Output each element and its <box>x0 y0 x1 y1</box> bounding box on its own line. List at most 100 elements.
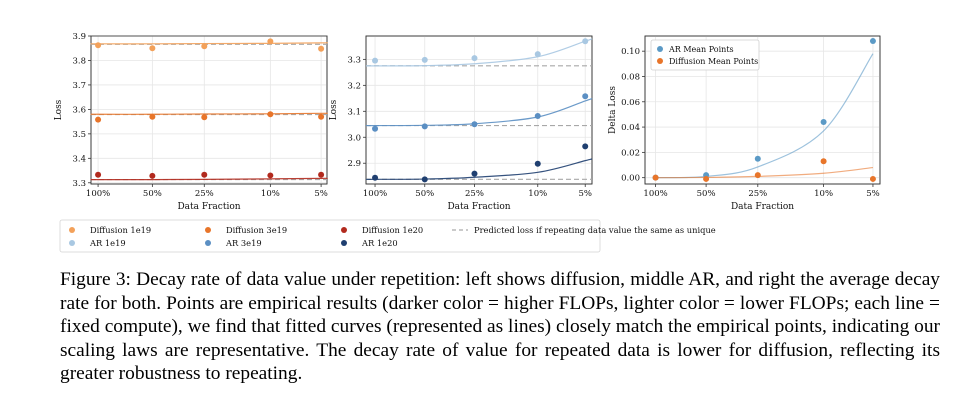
y-tick-label: 3.2 <box>347 81 361 91</box>
y-tick-label: 3.9 <box>72 32 86 42</box>
y-tick-label: 0.08 <box>621 72 640 82</box>
legend-frame <box>59 219 601 253</box>
fit-curve-diffusion-1e20 <box>90 177 328 181</box>
legend-label: Diffusion 1e19 <box>90 225 151 235</box>
data-point <box>149 45 156 52</box>
legend-label: AR 1e20 <box>361 238 398 248</box>
legend-box <box>650 39 760 71</box>
x-tick-label: 25% <box>748 189 767 199</box>
y-tick-label: 3.0 <box>347 133 361 143</box>
y-axis-label: Loss <box>329 99 339 120</box>
data-point <box>201 114 208 121</box>
data-point <box>149 113 156 120</box>
legend-label: Diffusion Mean Points <box>669 57 758 66</box>
x-tick-label: 25% <box>465 189 484 199</box>
data-point <box>471 55 478 62</box>
y-tick-label: 2.9 <box>347 159 361 169</box>
data-point <box>421 56 428 63</box>
y-tick-label: 3.3 <box>347 55 361 65</box>
y-tick-label: 3.7 <box>72 81 86 91</box>
data-point <box>421 176 428 183</box>
plot-border <box>365 35 593 185</box>
data-point <box>471 121 478 128</box>
x-tick-label: 50% <box>415 189 434 199</box>
y-tick-label: 3.1 <box>347 107 361 117</box>
legend-marker <box>341 227 347 233</box>
data-point <box>869 38 876 45</box>
data-point <box>754 155 761 162</box>
legend-marker <box>69 240 75 246</box>
fit-curve-diffusion-3e19 <box>90 112 328 115</box>
data-point <box>267 111 274 118</box>
x-tick-label: 50% <box>143 189 162 199</box>
x-tick-label: 5% <box>578 189 592 199</box>
y-tick-label: 0.02 <box>621 148 640 158</box>
x-tick-label: 10% <box>261 189 280 199</box>
y-axis-label: Loss <box>54 99 64 120</box>
chart-ar-loss: 2.9 3.0 3.1 3.2 3.3 100% 50% 25% 10% 5% Data Fract… <box>329 35 593 212</box>
x-tick-label: 10% <box>814 189 833 199</box>
x-tick-label: 50% <box>697 189 716 199</box>
legend-marker <box>341 240 347 246</box>
x-axis-label: Data Fraction <box>731 202 794 212</box>
y-tick-label: 3.8 <box>72 56 86 66</box>
data-point <box>582 143 589 150</box>
data-point <box>754 172 761 179</box>
legend-marker <box>657 46 663 52</box>
data-point <box>582 93 589 100</box>
y-tick-label: 0.10 <box>621 47 640 57</box>
data-point <box>372 125 379 132</box>
data-point <box>421 123 428 130</box>
data-point <box>652 174 659 181</box>
data-point <box>95 42 102 49</box>
legend-label: AR Mean Points <box>668 45 734 54</box>
plot-border <box>90 35 328 185</box>
chart-diffusion-loss: 3.3 3.4 3.5 3.6 3.7 3.8 3.9 100% 50% 25% 10% 5% Data… <box>54 32 328 212</box>
data-point <box>95 171 102 178</box>
plot-border <box>644 35 881 185</box>
y-tick-label: 0.00 <box>621 174 640 184</box>
data-point <box>267 172 274 179</box>
legend-marker <box>69 227 75 233</box>
legend-label: Predicted loss if repeating data value t… <box>474 225 716 235</box>
x-tick-label: 100% <box>86 189 110 199</box>
y-tick-label: 0.04 <box>621 123 640 133</box>
data-point <box>582 38 589 45</box>
data-point <box>703 175 710 182</box>
figure-3: 3.3 3.4 3.5 3.6 3.7 3.8 3.9 100% 50% 25% 10% 5% Data… <box>54 32 881 253</box>
data-point <box>869 175 876 182</box>
x-axis-label: Data Fraction <box>177 202 240 212</box>
y-axis-label: Delta Loss <box>608 86 618 134</box>
data-point <box>267 38 274 45</box>
legend-marker <box>205 227 211 233</box>
legend-marker <box>205 240 211 246</box>
data-point <box>534 160 541 167</box>
data-point <box>534 51 541 58</box>
y-tick-label: 3.4 <box>72 154 86 164</box>
data-point <box>318 113 325 120</box>
x-tick-label: 10% <box>528 189 547 199</box>
y-tick-label: 0.06 <box>621 98 640 108</box>
legend-label: Diffusion 1e20 <box>362 225 423 235</box>
plot-area <box>365 35 593 185</box>
legend-label: Diffusion 3e19 <box>226 225 287 235</box>
legend-marker <box>657 58 663 64</box>
y-tick-label: 3.6 <box>72 105 86 115</box>
x-tick-label: 100% <box>643 189 667 199</box>
data-point <box>149 172 156 179</box>
y-tick-label: 3.3 <box>72 179 86 189</box>
data-point <box>201 43 208 50</box>
shared-legend: Diffusion 1e19 Diffusion 3e19 Diffusion 1e… <box>59 219 716 253</box>
figure-caption: Figure 3: Decay rate of data value under… <box>60 269 940 384</box>
data-point <box>95 116 102 123</box>
data-point <box>201 171 208 178</box>
data-point <box>820 158 827 165</box>
legend-label: AR 1e19 <box>89 238 126 248</box>
x-tick-label: 5% <box>866 189 880 199</box>
chart-delta-loss: 0.00 0.02 0.04 0.06 0.08 0.10 100% 50% 25% 10% 5% D… <box>608 35 881 212</box>
data-point <box>820 119 827 126</box>
data-point <box>318 45 325 52</box>
y-tick-label: 3.5 <box>72 130 86 140</box>
legend-label: AR 3e19 <box>225 238 262 248</box>
data-point <box>471 170 478 177</box>
